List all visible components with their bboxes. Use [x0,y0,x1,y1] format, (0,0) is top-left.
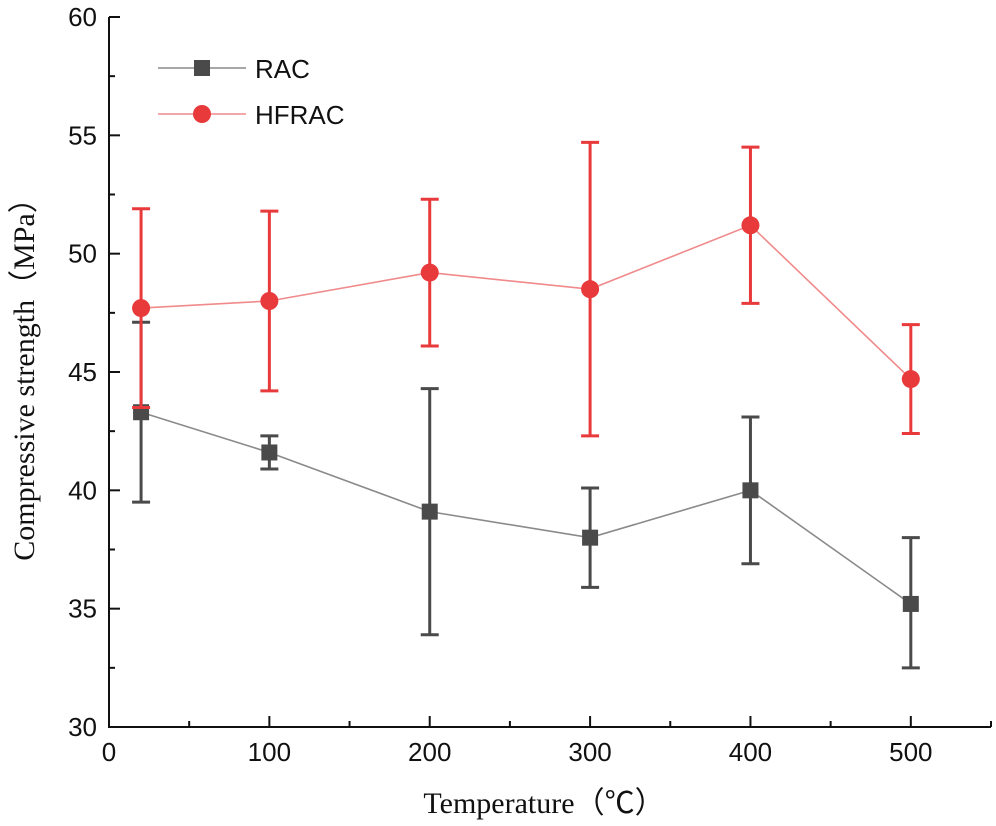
data-point-rac [902,595,919,612]
legend-marker-hfrac [193,105,211,123]
x-tick-label: 100 [248,737,291,767]
data-point-hfrac [581,280,600,299]
x-tick-label: 500 [889,737,932,767]
series-line-hfrac [141,224,912,380]
data-point-rac [261,444,278,461]
data-point-hfrac [420,263,439,282]
legend-marker-rac [194,60,210,76]
y-tick-label: 55 [68,120,97,150]
data-point-hfrac [260,292,279,310]
series-line-rac [140,411,912,605]
y-tick-label: 30 [68,712,97,742]
plot-area: 30 35 40 45 50 55 60 0 100 200 300 400 500 [68,2,992,767]
x-tick-label: 0 [102,737,116,767]
legend: RAC HFRAC [158,54,345,130]
x-tick-label: 300 [568,737,611,767]
data-point-rac [582,529,599,546]
x-axis-title: Temperature（℃） [423,787,664,820]
legend-label-rac: RAC [255,54,310,84]
data-point-hfrac [741,216,760,235]
y-axis-title: Compressive strength（MPa） [8,183,41,560]
data-point-rac [742,482,759,499]
y-tick-label: 50 [68,239,97,269]
data-point-rac [421,503,438,520]
y-tick-label: 45 [68,357,97,387]
x-tick-label: 200 [408,737,451,767]
legend-label-hfrac: HFRAC [255,100,345,130]
y-tick-label: 35 [68,594,97,624]
data-point-hfrac [901,370,920,389]
x-tick-label: 400 [729,737,772,767]
data-point-hfrac [132,299,151,318]
y-tick-label: 60 [68,2,97,32]
y-tick-label: 40 [68,475,97,505]
